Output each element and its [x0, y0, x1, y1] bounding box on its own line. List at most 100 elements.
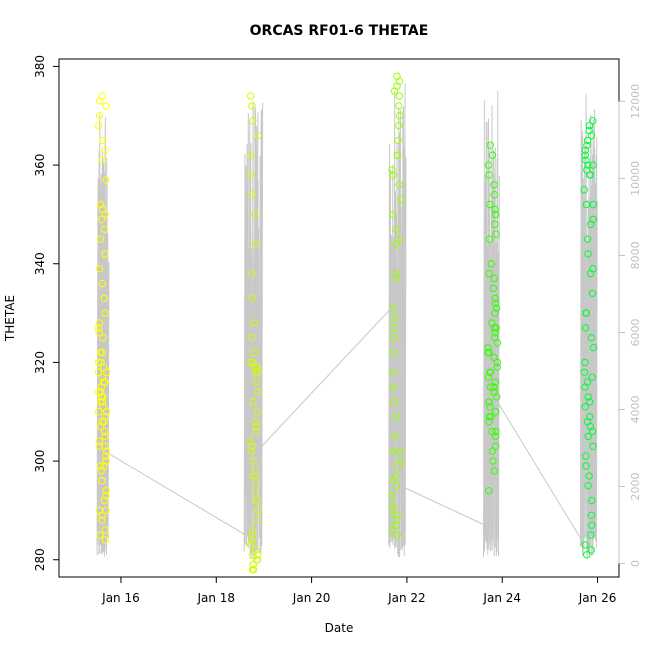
point-flight1-11 — [95, 265, 104, 273]
point-flight4-4 — [485, 171, 493, 179]
point-flight4-22 — [484, 343, 492, 352]
point-flight2-27 — [250, 467, 259, 475]
point-flight5-19 — [588, 289, 597, 297]
point-flight5-21 — [581, 324, 590, 332]
point-flight1-17 — [94, 368, 103, 376]
point-flight1-3 — [95, 112, 104, 120]
point-flight5-45 — [589, 200, 598, 209]
point-flight4-8 — [491, 210, 500, 219]
point-flight3-31 — [388, 491, 396, 500]
point-flight1-14 — [95, 329, 103, 337]
altitude-spike-2 — [243, 101, 264, 560]
point-flight5-1 — [589, 117, 597, 125]
point-flight5-26 — [584, 393, 592, 401]
point-flight5-41 — [587, 546, 595, 554]
point-flight1-62 — [101, 442, 109, 450]
point-flight2-45 — [249, 531, 257, 539]
point-flight2-25 — [247, 447, 256, 455]
y2-tick-label-5: 8000 — [629, 241, 642, 269]
point-flight2-5 — [247, 151, 255, 159]
point-flight1-59 — [96, 398, 105, 406]
point-flight5-2 — [585, 121, 594, 130]
point-flight5-9 — [582, 156, 590, 164]
point-flight1-63 — [100, 462, 108, 470]
x-axis-label: Date — [325, 621, 354, 635]
point-flight3-42 — [392, 482, 401, 490]
point-flight3-9 — [394, 136, 402, 145]
y-tick-label-3: 320 — [33, 351, 47, 374]
point-flight1-29 — [101, 432, 109, 441]
point-flight3-7 — [395, 112, 404, 120]
point-flight1-37 — [102, 487, 111, 495]
point-flight5-43 — [589, 161, 597, 169]
point-flight5-51 — [583, 378, 592, 386]
point-flight2-4 — [254, 131, 262, 140]
point-flight1-13 — [101, 309, 109, 317]
point-flight4-28 — [484, 373, 493, 381]
point-flight2-47 — [253, 363, 261, 371]
point-flight1-25 — [95, 408, 103, 416]
point-flight1-51 — [98, 215, 106, 224]
point-flight2-17 — [252, 368, 260, 376]
point-flight5-49 — [587, 334, 596, 342]
point-flight2-19 — [254, 388, 262, 396]
point-flight1-44 — [101, 536, 110, 544]
point-flight2-42 — [253, 556, 262, 564]
point-flight4-43 — [490, 467, 499, 475]
x-tick-label-3: Jan 20 — [292, 591, 331, 605]
point-flight4-45 — [491, 205, 499, 214]
point-flight3-16 — [392, 240, 400, 248]
point-flight3-8 — [395, 121, 403, 130]
point-flight4-47 — [485, 269, 493, 278]
point-flight1-68 — [95, 121, 103, 130]
point-flight1-54 — [96, 348, 105, 357]
point-flight2-29 — [251, 487, 259, 495]
x-tick-label-2: Jan 18 — [196, 591, 235, 605]
point-flight3-41 — [391, 472, 400, 480]
point-flight2-46 — [249, 358, 257, 367]
point-flight4-41 — [488, 447, 497, 455]
point-flight4-51 — [486, 368, 494, 376]
altitude-spike-5 — [579, 94, 598, 558]
point-flight5-50 — [580, 368, 589, 376]
point-flight1-38 — [100, 496, 109, 505]
y-axis-label: THETAE — [3, 295, 17, 342]
point-flight5-48 — [582, 309, 590, 317]
point-flight2-48 — [254, 368, 262, 376]
point-flight3-26 — [392, 413, 400, 421]
point-flight1-32 — [101, 452, 110, 460]
point-flight4-16 — [491, 309, 499, 317]
point-flight3-35 — [391, 516, 399, 524]
point-flight1-34 — [96, 462, 105, 470]
point-flight1-66 — [95, 506, 104, 515]
point-flight5-14 — [582, 200, 591, 209]
point-flight2-6 — [247, 171, 255, 179]
point-flight2-52 — [252, 496, 260, 505]
point-flight2-15 — [247, 358, 255, 367]
point-flight3-32 — [389, 501, 397, 510]
point-flight3-40 — [397, 457, 405, 465]
point-flight3-20 — [390, 324, 398, 332]
point-flight3-11 — [388, 166, 396, 174]
plot-frame — [58, 58, 620, 578]
point-flight1-64 — [98, 477, 106, 485]
point-flight2-31 — [254, 506, 262, 515]
point-flight2-20 — [249, 398, 257, 406]
point-flight5-27 — [581, 403, 589, 411]
y-tick-label-2: 300 — [33, 450, 47, 473]
point-flight4-38 — [492, 427, 500, 436]
point-flight5-24 — [588, 373, 596, 381]
point-flight3-38 — [393, 531, 402, 539]
point-flight1-43 — [96, 531, 104, 539]
point-flight3-21 — [390, 334, 398, 342]
point-flight1-28 — [100, 427, 109, 436]
y2-tick-label-1: 0 — [629, 560, 642, 567]
point-flight5-16 — [583, 235, 592, 243]
point-flight4-19 — [491, 329, 499, 337]
point-flight1-56 — [103, 368, 111, 376]
point-flight1-52 — [95, 319, 104, 327]
point-flight5-31 — [589, 442, 597, 450]
point-flight5-32 — [582, 452, 590, 460]
point-flight1-50 — [98, 205, 107, 214]
point-flight5-46 — [587, 220, 595, 229]
